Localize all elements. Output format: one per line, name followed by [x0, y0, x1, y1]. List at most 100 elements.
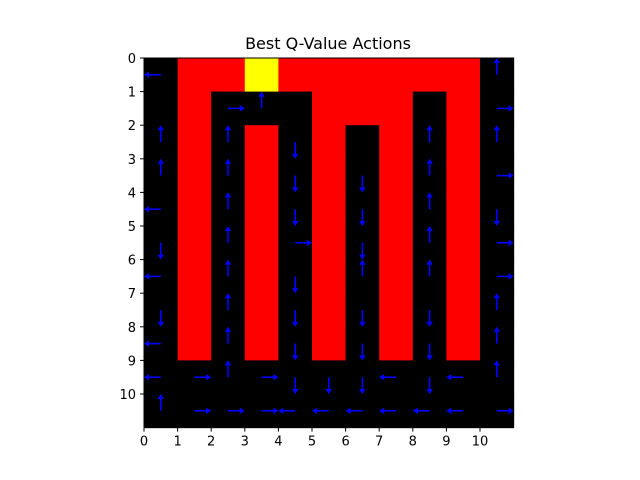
arrow-down: [359, 343, 366, 361]
arrow-down: [359, 175, 366, 193]
grid-cell: [211, 58, 246, 93]
x-tick-label: 9: [442, 435, 450, 450]
arrow-down: [157, 242, 164, 260]
arrow-down: [426, 310, 433, 327]
grid-cell: [244, 58, 279, 93]
grid-cell: [177, 125, 212, 160]
axis-ticks: 0 1 2 3 4 5 6 7 8 9 10 0 1 2 3 4 5 6 7 8 9 10: [119, 52, 488, 450]
arrow-down: [426, 377, 433, 394]
grid-cell: [379, 293, 414, 328]
y-tick-label: 3: [128, 153, 136, 168]
grid-cell: [244, 259, 279, 294]
grid-cell: [312, 91, 347, 126]
arrow-right: [228, 407, 245, 414]
grid-cell: [177, 158, 212, 193]
y-tick-label: 9: [128, 354, 136, 369]
grid-cell: [446, 158, 481, 193]
action-arrows: [144, 58, 514, 414]
x-tick-label: 5: [308, 435, 316, 450]
arrow-down: [292, 276, 299, 294]
grid-cell: [379, 91, 414, 126]
arrow-down: [292, 209, 299, 226]
y-tick-label: 2: [128, 119, 136, 134]
grid-cell: [345, 125, 380, 160]
arrow-up: [224, 326, 232, 344]
x-tick-label: 7: [375, 435, 383, 450]
x-tick-label: 2: [207, 435, 215, 450]
arrow-down: [292, 343, 299, 361]
arrow-up: [258, 91, 265, 109]
axes-frame: [143, 57, 515, 429]
arrow-up: [157, 125, 164, 142]
grid-cell: [278, 58, 313, 93]
grid-cell: [379, 226, 414, 261]
grid-cell: [379, 259, 414, 294]
arrow-up: [224, 293, 232, 310]
grid-cell: [244, 226, 279, 261]
arrow-up: [493, 326, 500, 344]
grid-cell: [379, 192, 414, 227]
arrow-up: [359, 259, 366, 277]
arrow-down: [292, 142, 299, 159]
grid-cell: [412, 58, 447, 93]
arrow-left: [379, 374, 396, 381]
grid-cell: [177, 192, 212, 227]
arrow-right: [496, 239, 514, 246]
y-tick-label: 4: [128, 186, 136, 201]
y-tick-label: 6: [128, 254, 136, 269]
arrow-right: [194, 407, 212, 414]
grid-cell: [244, 125, 279, 160]
arrow-left: [379, 407, 396, 414]
grid-cell: [379, 158, 414, 193]
chart-title: Best Q-Value Actions: [245, 34, 411, 53]
grid-cell: [244, 192, 279, 227]
arrow-left: [412, 407, 430, 414]
grid-cell: [446, 259, 481, 294]
arrow-up: [224, 158, 232, 176]
y-tick-label: 0: [128, 52, 136, 67]
y-tick-label: 8: [128, 321, 136, 336]
x-tick-label: 0: [140, 435, 148, 450]
grid-cell: [312, 259, 347, 294]
arrow-right: [261, 407, 279, 414]
y-tick-label: 5: [128, 220, 136, 235]
grid-cell: [312, 125, 347, 160]
arrow-down: [325, 377, 332, 394]
arrow-right: [295, 239, 312, 246]
grid-cell: [177, 259, 212, 294]
arrow-down: [292, 175, 299, 193]
arrow-up: [426, 226, 433, 243]
grid-cell: [446, 192, 481, 227]
grid-cell: [244, 326, 279, 361]
grid-cell: [177, 91, 212, 126]
axes-border: [143, 57, 515, 429]
x-tick-label: 4: [274, 435, 282, 450]
grid-cell: [312, 192, 347, 227]
arrow-up: [426, 259, 433, 277]
arrow-up: [224, 360, 232, 378]
grid-cell: [244, 293, 279, 328]
grid-cell: [446, 91, 481, 126]
grid-cell: [345, 58, 380, 93]
grid-cell: [446, 293, 481, 328]
arrow-left: [144, 374, 161, 381]
arrow-up: [493, 125, 500, 142]
x-tick-label: 8: [409, 435, 417, 450]
arrow-right: [496, 105, 514, 112]
grid-cell: [144, 91, 179, 126]
arrow-up: [224, 226, 232, 243]
arrow-up: [224, 192, 232, 210]
grid-cell: [278, 91, 313, 126]
arrow-left: [345, 407, 363, 414]
arrow-down: [359, 209, 366, 226]
grid-cell: [446, 58, 481, 93]
grid-cell: [312, 158, 347, 193]
grid-cells: [144, 58, 515, 429]
grid-cell: [379, 326, 414, 361]
arrow-up: [493, 293, 500, 310]
arrow-right: [261, 374, 279, 381]
grid-cell: [446, 226, 481, 261]
arrow-up: [224, 125, 232, 142]
arrow-down: [157, 310, 164, 327]
